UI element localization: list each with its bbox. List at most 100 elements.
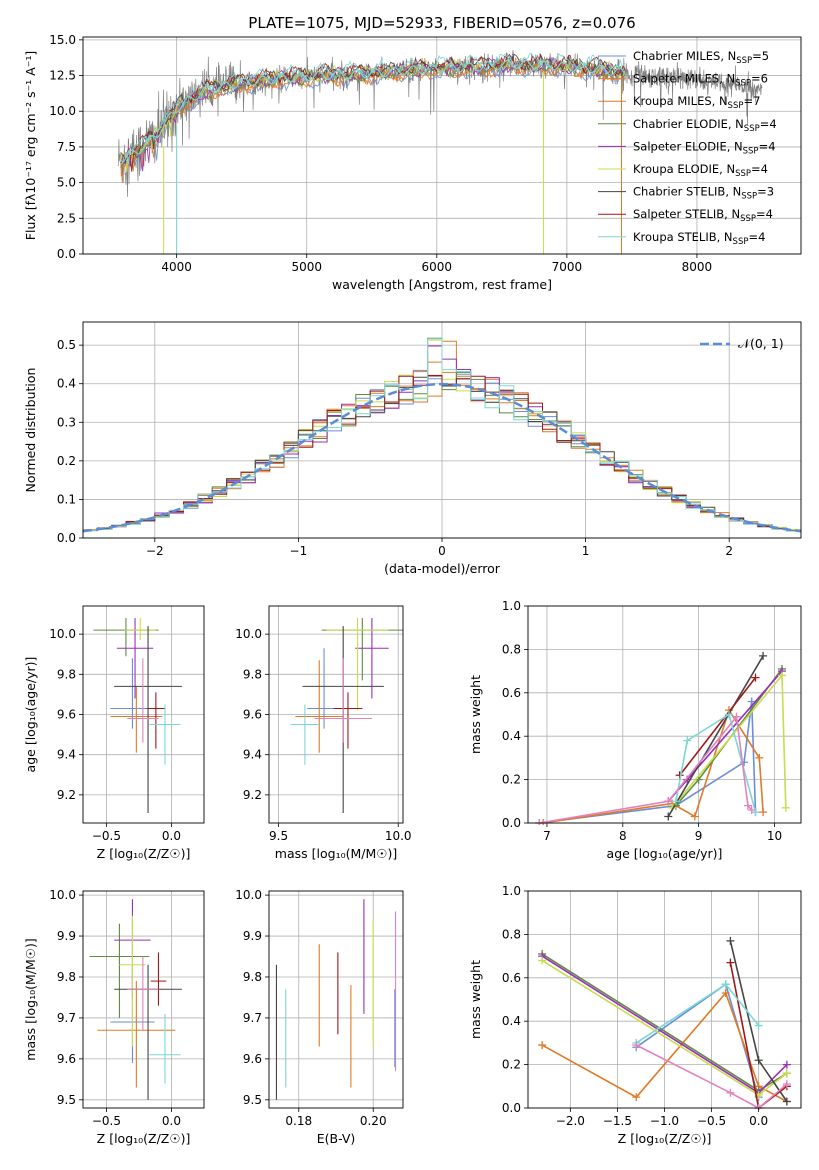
data-point-marker <box>759 808 768 817</box>
mass-weight-vs-metallicity-panel: −2.0 −1.5 −1.0 −0.5 0.0 0.0 0.2 0.4 0.6 0.8 1.0 Z [… <box>468 884 802 1146</box>
legend-entry: Salpeter MILES, NSSP=6 <box>633 72 768 89</box>
y-tick-label: 9.9 <box>57 929 76 943</box>
chart-title: PLATE=1075, MJD=52933, FIBERID=0576, z=0… <box>248 14 635 32</box>
legend-entry-subscript: SSP <box>735 79 751 89</box>
y-tick-label: 0.0 <box>57 531 76 545</box>
y-tick-label: 0.8 <box>502 927 521 941</box>
y-tick-label: 9.7 <box>57 1011 76 1025</box>
data-point-marker <box>755 753 764 762</box>
grid <box>269 606 403 823</box>
data-point-marker <box>664 812 673 821</box>
data-point-marker <box>724 710 733 719</box>
y-tick-label: 9.4 <box>57 748 76 762</box>
y-tick-label: 1.0 <box>502 599 521 613</box>
data-point-marker <box>671 797 680 806</box>
y-tick-label: 10.0 <box>49 888 76 902</box>
legend-entry-subscript: SSP <box>743 146 759 156</box>
x-tick-label: −0.5 <box>697 1114 726 1128</box>
errorbar-point <box>355 618 389 699</box>
x-tick-label: 0.20 <box>360 1114 387 1128</box>
axes-frame <box>82 36 802 255</box>
legend-entry-value: =5 <box>752 49 769 63</box>
y-tick-label: 10.0 <box>235 888 262 902</box>
errorbar-point <box>110 686 163 753</box>
y-tick-label: 0.0 <box>57 247 76 261</box>
series-line <box>667 655 764 817</box>
x-tick-label: −1.0 <box>650 1114 679 1128</box>
series-line <box>543 708 764 824</box>
legend-entry-subscript: SSP <box>741 192 757 202</box>
errorbar-point <box>97 981 176 1088</box>
x-tick-label: −1.5 <box>603 1114 632 1128</box>
x-tick-label: 0.0 <box>749 1114 768 1128</box>
series-line <box>635 1044 788 1109</box>
legend-entry-label: Kroupa MILES, N <box>633 94 728 108</box>
legend-entry-label: Salpeter STELIB, N <box>633 207 740 221</box>
plot-area <box>93 618 182 813</box>
y-tick-label: 15.0 <box>49 33 76 47</box>
legend-entry-subscript: SSP <box>735 169 751 179</box>
legend-entry-subscript: SSP <box>744 124 760 134</box>
legend-entry-subscript: SSP <box>736 56 752 66</box>
legend-entry: Chabrier ELODIE, NSSP=4 <box>633 117 777 134</box>
y-axis-label: Flux [fλ10⁻¹⁷ erg cm⁻² s⁻¹ A⁻¹] <box>23 51 38 240</box>
x-tick-label: −0.5 <box>92 1114 121 1128</box>
y-tick-label: 0.0 <box>502 816 521 830</box>
mass-weight-vs-age-panel: 7 8 9 10 0.0 0.2 0.4 0.6 0.8 1.0 age [log₁₀(age/yr… <box>468 599 802 861</box>
errorbar-point <box>333 692 363 749</box>
data-point-marker <box>751 673 760 682</box>
model-spectrum-line <box>120 59 626 165</box>
legend-entry: 𝒩(0, 1) <box>738 336 784 351</box>
data-point-marker <box>782 1060 791 1069</box>
legend-entry-value: =4 <box>751 162 768 176</box>
y-axis-label: age [log₁₀(age/yr)] <box>23 657 38 773</box>
y-tick-label: 9.8 <box>243 970 262 984</box>
data-point-marker <box>743 801 752 810</box>
y-axis-label: Normed distribution <box>23 368 38 493</box>
plot-area <box>89 899 182 1100</box>
data-point-marker <box>726 958 735 967</box>
y-tick-label: 0.4 <box>502 1014 521 1028</box>
legend-entry-label: Chabrier ELODIE, N <box>633 117 744 131</box>
y-tick-label: 1.0 <box>502 884 521 898</box>
y-tick-label: 9.6 <box>243 708 262 722</box>
x-tick-label: 5000 <box>291 260 322 274</box>
data-point-marker <box>781 803 790 812</box>
data-point-marker <box>754 1056 763 1065</box>
y-tick-label: 9.5 <box>243 1093 262 1107</box>
y-tick-label: 12.5 <box>49 69 76 83</box>
x-tick-label: 9.5 <box>269 829 288 843</box>
y-tick-label: 9.2 <box>243 788 262 802</box>
data-point-marker <box>632 1041 641 1050</box>
y-tick-label: 0.1 <box>57 492 76 506</box>
y-tick-label: 9.6 <box>243 1052 262 1066</box>
y-tick-label: 0.2 <box>57 454 76 468</box>
x-tick-label: 7 <box>543 829 551 843</box>
data-point-marker <box>759 651 768 660</box>
legend-entry: Chabrier MILES, NSSP=5 <box>633 49 769 66</box>
legend-entry-subscript: SSP <box>733 237 749 247</box>
y-tick-label: 9.5 <box>57 1093 76 1107</box>
legend-entry-label: Salpeter ELODIE, N <box>633 139 743 153</box>
legend-entry: Chabrier STELIB, NSSP=3 <box>633 185 774 202</box>
errorbar-point <box>124 618 156 641</box>
data-point-marker <box>664 797 673 806</box>
data-point-marker <box>782 1080 791 1089</box>
errorbar-point <box>290 704 320 765</box>
x-tick-label: −1 <box>290 544 308 558</box>
errorbar-point <box>119 915 146 1047</box>
legend-entry-value: =6 <box>751 72 768 86</box>
legend-entry-label: Chabrier MILES, N <box>633 49 736 63</box>
x-tick-label: 2 <box>725 544 733 558</box>
data-point-marker <box>538 1041 547 1050</box>
x-axis-label: Z [log₁₀(Z/Z☉)] <box>618 1131 712 1146</box>
plot-area <box>290 618 403 813</box>
legend: 𝒩(0, 1) <box>700 336 784 351</box>
errorbar-point <box>149 704 181 765</box>
grid <box>83 891 204 1108</box>
age-vs-mass-panel: 9.5 10.0 9.2 9.4 9.6 9.8 10.0 mass [log₁₀(M/M☉)… <box>235 605 412 861</box>
data-point-marker <box>726 1088 735 1097</box>
legend-entry-subscript: SSP <box>728 101 744 111</box>
legend-entry: Kroupa MILES, NSSP=7 <box>633 94 760 111</box>
data-point-marker <box>747 805 756 814</box>
